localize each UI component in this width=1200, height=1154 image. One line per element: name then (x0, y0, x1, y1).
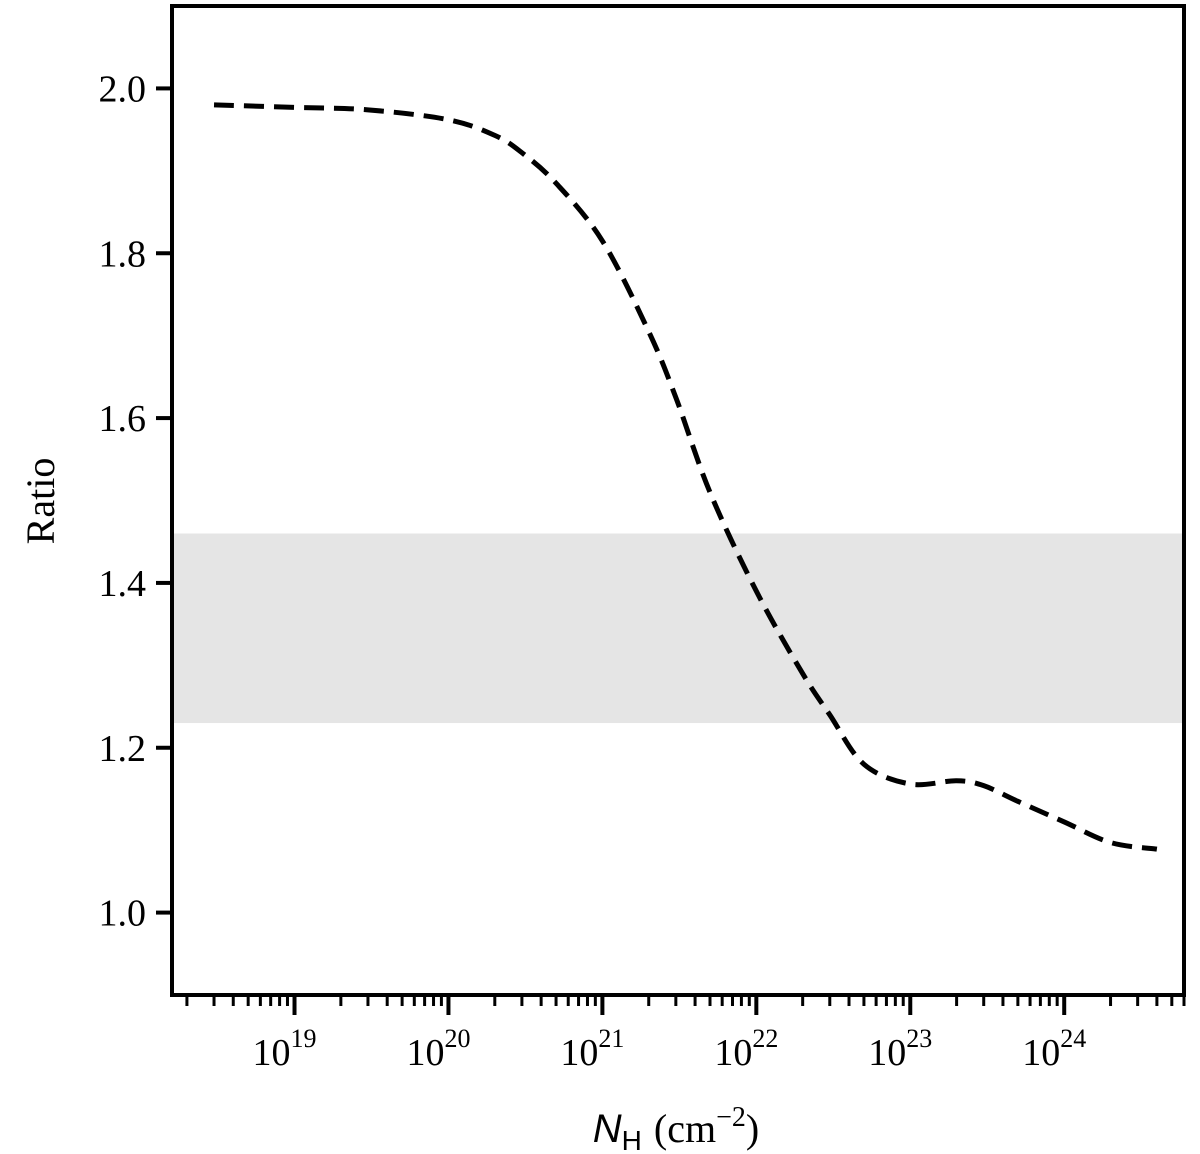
y-tick-label: 1.8 (99, 233, 147, 275)
axes-layer: 1.0 1.2 1.4 1.6 1.8 2.0 1019 1020 1021 1022 1023 10… (99, 4, 1186, 1074)
x-tick-label: 1021 (560, 1024, 624, 1074)
y-tick-label: 1.2 (99, 728, 147, 770)
shaded-band (172, 533, 1184, 724)
y-tick-label: 1.0 (99, 893, 147, 935)
x-tick-label: 1024 (1022, 1024, 1086, 1074)
x-tick-label: 1022 (714, 1024, 778, 1074)
y-tick-label: 1.4 (99, 563, 147, 605)
y-axis-title: Ratio (18, 458, 63, 545)
x-axis-title: NH (cm−2) (593, 1102, 759, 1154)
x-tick-label: 1019 (253, 1024, 317, 1074)
plot-frame (170, 4, 1186, 997)
series-line-0 (213, 102, 1158, 852)
x-tick-label: 1023 (868, 1024, 932, 1074)
y-tick-label: 2.0 (99, 68, 147, 110)
x-tick-label: 1020 (406, 1024, 470, 1074)
plot-layer (172, 102, 1184, 852)
y-tick-label: 1.6 (99, 398, 147, 440)
